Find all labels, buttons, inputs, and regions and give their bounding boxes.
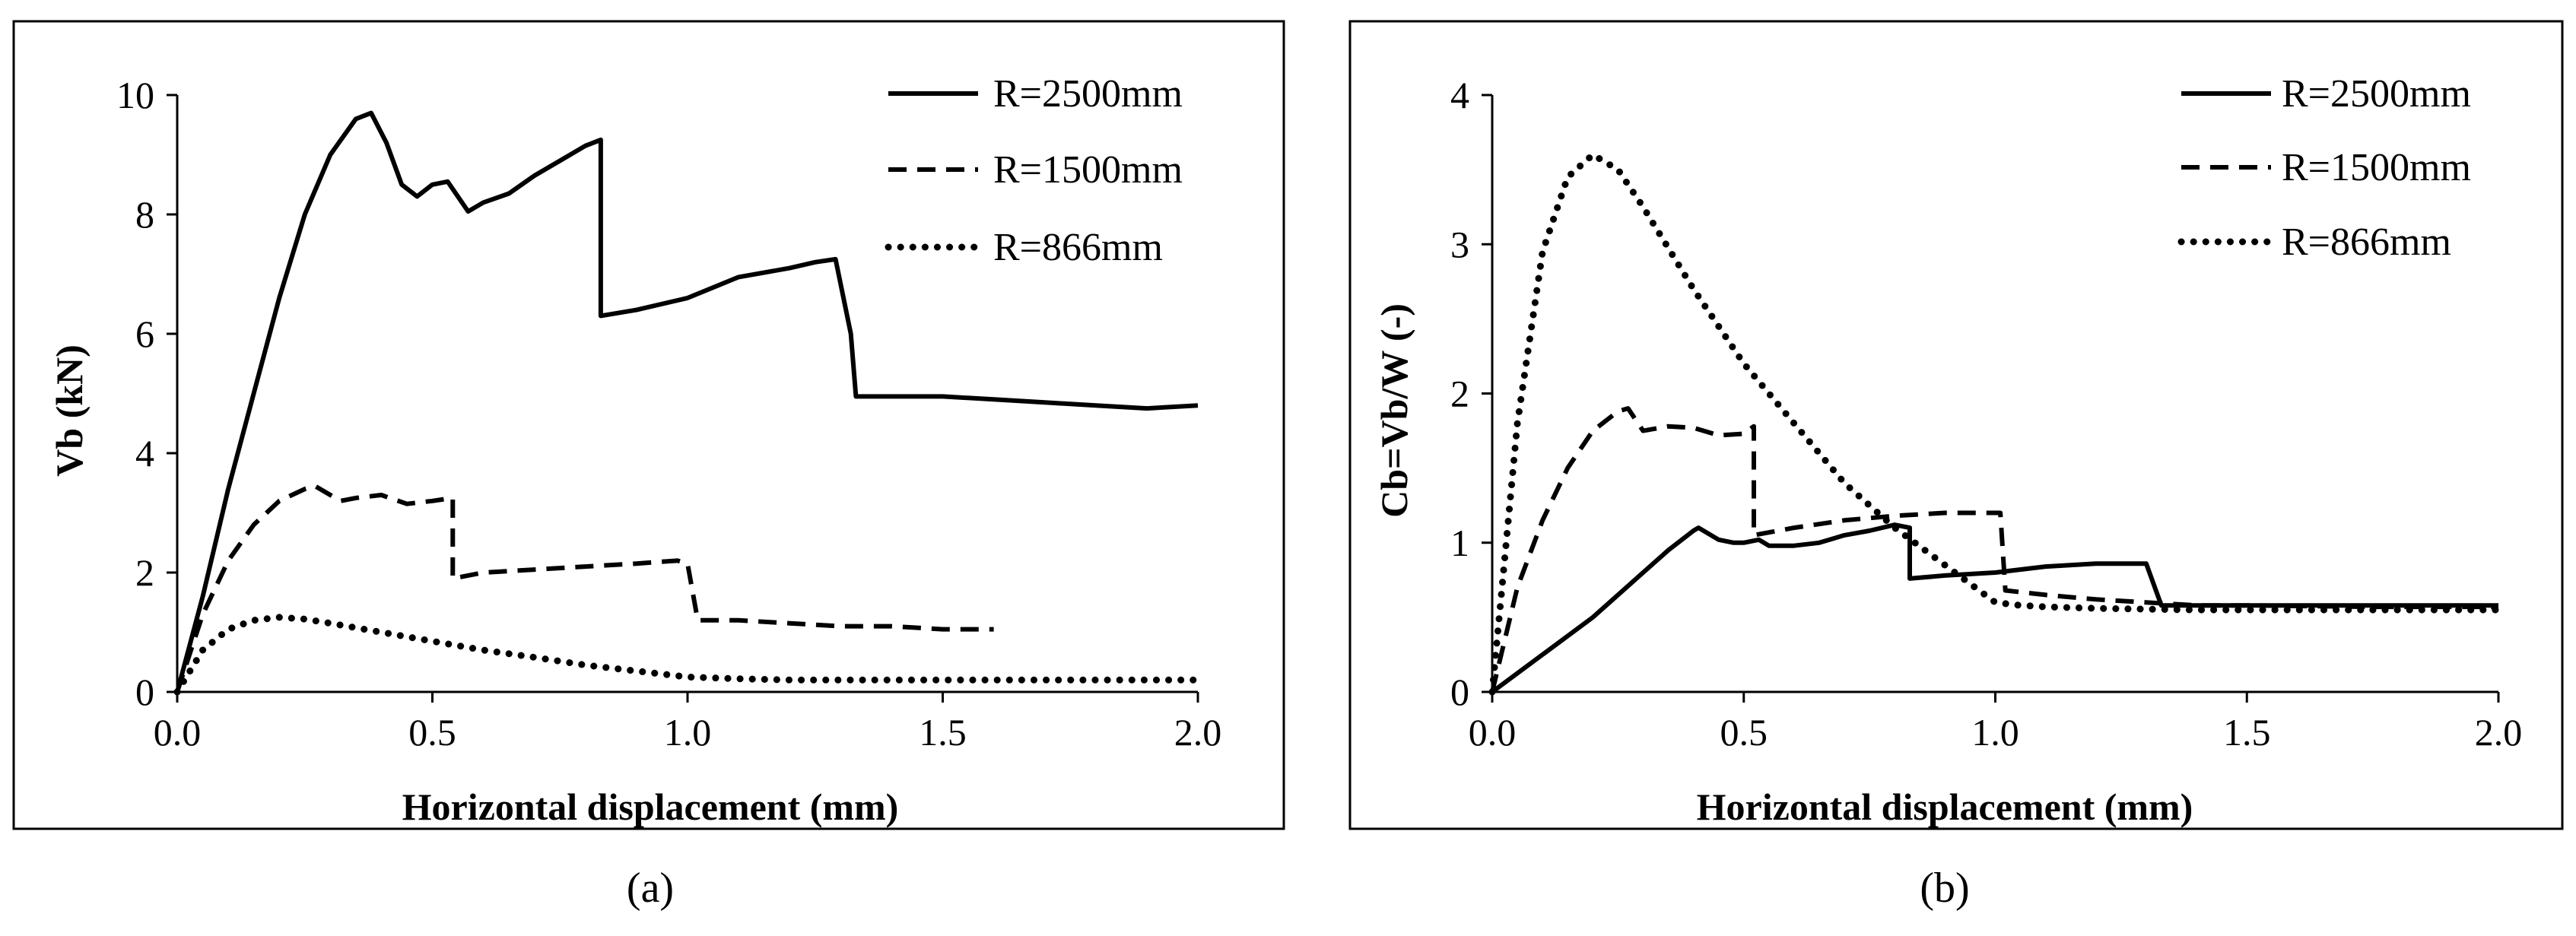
panel-b-series: [1488, 151, 2502, 696]
panel-a-series-0-line: [175, 110, 1199, 693]
panel-a-x-axis-title: Horizontal displacement (mm): [402, 785, 899, 828]
panel-b-x-axis-title: Horizontal displacement (mm): [1697, 785, 2193, 828]
panel-a-y-tick-label: 10: [116, 74, 154, 116]
panel-b-legend: R=2500mm R=1500mm R=866mm: [2177, 72, 2471, 264]
panel-b-y-tick-label: 4: [1450, 74, 1469, 116]
panel-a-label: (a): [627, 865, 674, 912]
panel-a-y-ticks: 0 2 4 6 8 10: [116, 74, 177, 713]
panel-b-y-ticks: 0 1 2 3 4: [1450, 74, 1492, 713]
panel-b-series-0-line: [1491, 522, 2498, 694]
panel-a-y-axis-title: Vb (kN): [48, 344, 91, 477]
panel-a-y-tick-label: 6: [135, 313, 154, 355]
panel-b-y-tick-label: 1: [1450, 522, 1469, 564]
panel-a-x-tick-label: 0.0: [154, 711, 202, 754]
panel-b-y-axis-title: Cb=Vb/W (-): [1373, 303, 1415, 518]
panel-a-x-tick-label: 2.0: [1174, 711, 1222, 754]
panel-b-series-1-line: [1490, 406, 2498, 693]
panel-a-x-tick-label: 1.5: [919, 711, 967, 754]
panel-a-legend-label-2: R=866mm: [993, 226, 1163, 269]
panel-b-frame: [1348, 20, 2564, 830]
panel-a-frame: [12, 20, 1285, 830]
panel-b-y-tick-label: 0: [1450, 671, 1469, 713]
panel-a-x-tick-label: 1.0: [664, 711, 712, 754]
panel-a-x-tick-label: 0.5: [408, 711, 456, 754]
panel-b-legend-label-2: R=866mm: [2282, 221, 2451, 264]
panel-b-x-ticks: 0.0 0.5 1.0 1.5 2.0: [1469, 692, 2523, 754]
panel-a-x-ticks: 0.0 0.5 1.0 1.5 2.0: [154, 692, 1222, 754]
panel-b-label: (b): [1920, 865, 1969, 912]
panel-a-series: [173, 110, 1202, 696]
panel-b-x-tick-label: 2.0: [2475, 711, 2523, 754]
panel-a-y-tick-label: 2: [135, 551, 154, 594]
panel-b-series-2-line: [1488, 151, 2502, 696]
panel-b-legend-label-1: R=1500mm: [2282, 146, 2471, 189]
panel-b-x-tick-label: 0.0: [1469, 711, 1517, 754]
panel-b-legend-label-0: R=2500mm: [2282, 72, 2471, 116]
panel-b-chart: 0.0 0.5 1.0 1.5 2.0 0 1 2 3 4 Horizontal displac…: [1348, 20, 2564, 912]
panel-a-legend: R=2500mm R=1500mm R=866mm: [885, 72, 1183, 269]
panel-b-x-tick-label: 1.5: [2223, 711, 2271, 754]
panel-b-y-tick-label: 3: [1450, 223, 1469, 265]
panel-a-legend-label-1: R=1500mm: [993, 148, 1183, 192]
panel-a-legend-label-0: R=2500mm: [993, 72, 1183, 116]
panel-a-series-2-line: [173, 614, 1202, 696]
panel-a-series-1-line: [175, 484, 994, 693]
panel-a-chart: 0.0 0.5 1.0 1.5 2.0 0 2 4 6 8 10 Horizontal displ…: [12, 20, 1285, 912]
panel-b-y-tick-label: 2: [1450, 373, 1469, 415]
panel-a-y-tick-label: 0: [135, 671, 154, 713]
panel-a-y-tick-label: 8: [135, 193, 154, 236]
panel-b-x-tick-label: 0.5: [1720, 711, 1768, 754]
panel-b-x-tick-label: 1.0: [1971, 711, 2019, 754]
panel-a-y-tick-label: 4: [135, 432, 154, 474]
